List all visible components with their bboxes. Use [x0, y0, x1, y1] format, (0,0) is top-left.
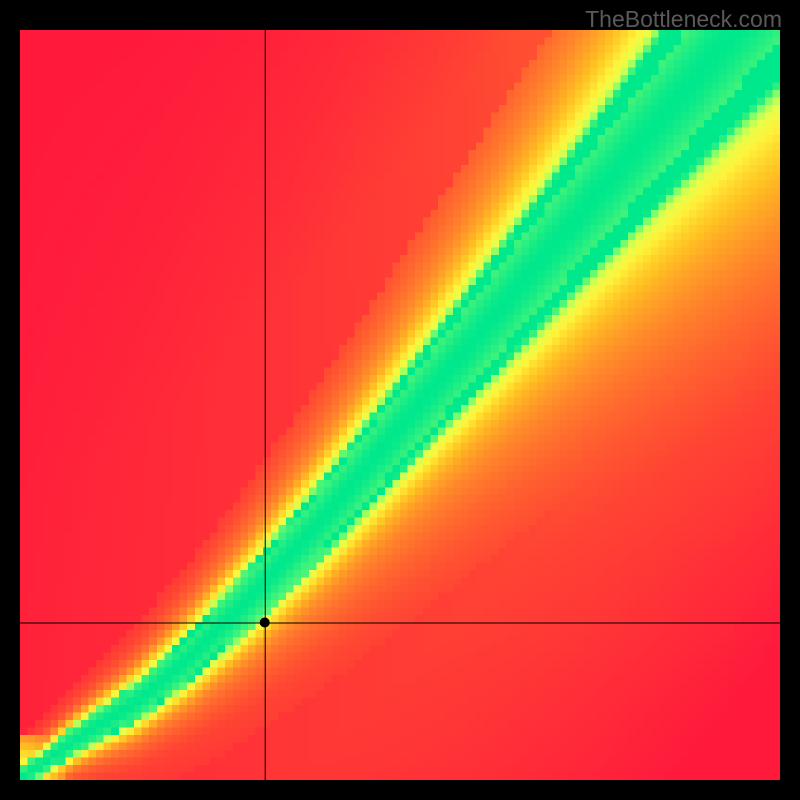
crosshair-overlay — [20, 30, 780, 780]
watermark-text: TheBottleneck.com — [585, 6, 782, 33]
heatmap-chart — [20, 30, 780, 780]
